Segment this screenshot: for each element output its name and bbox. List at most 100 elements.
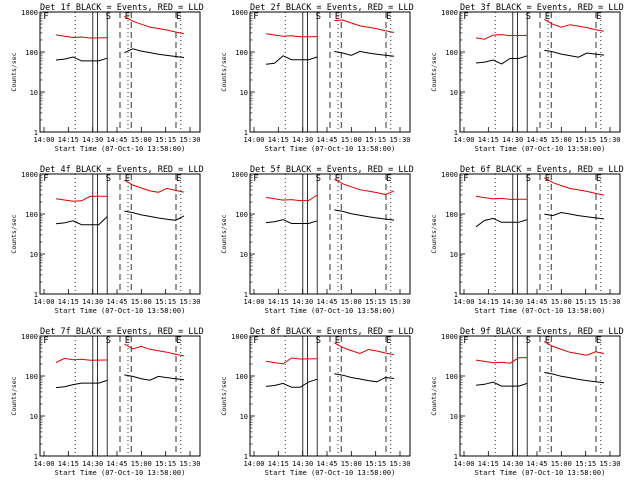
y-tick-label: 1000 [231,333,248,341]
x-tick-label: 14:30 [82,460,103,468]
series-lld-trace [475,357,528,364]
series-lld-trace [55,357,108,363]
y-tick-label: 1 [34,453,38,461]
interval-marker-e: E [545,12,550,22]
x-tick-label: 15:30 [179,136,200,144]
interval-marker-s: S [106,174,111,184]
series-events-trace [265,219,318,224]
series-events-trace [475,55,528,65]
interval-marker-e: E [335,336,340,346]
interval-marker-f: F [43,12,48,22]
series-lld-trace [124,15,185,35]
interval-marker-s: S [316,336,321,346]
series-lld-trace [265,33,318,38]
x-tick-label: 14:15 [58,136,79,144]
x-tick-label: 14:15 [478,460,499,468]
x-tick-label: 14:30 [292,460,313,468]
interval-marker-f: F [43,336,48,346]
panel-title: Det 1f BLACK = Events, RED = LLD [40,3,204,13]
panel-title: Det 6f BLACK = Events, RED = LLD [460,165,624,175]
detector-panel: Det 5f BLACK = Events, RED = LLD 1 10 100 10… [220,165,414,315]
x-axis-label: Start Time (07-Oct-10 13:58:00) [265,145,396,153]
x-axis-label: Start Time (07-Oct-10 13:58:00) [55,307,186,315]
series-lld-trace [265,357,318,365]
x-tick-label: 15:15 [575,460,596,468]
detector-panel: Det 2f BLACK = Events, RED = LLD 1 10 100 10… [220,3,414,153]
y-axis-label: Counts/sec [430,52,438,91]
x-tick-label: 14:00 [243,460,264,468]
y-axis-label: Counts/sec [430,376,438,415]
x-tick-label: 14:30 [292,298,313,306]
interval-marker-e: E [125,174,130,184]
x-tick-label: 14:00 [243,136,264,144]
series-events-trace [475,217,528,228]
series-events-trace [55,216,108,226]
interval-marker-e: E [386,336,391,346]
x-tick-label: 14:30 [502,298,523,306]
series-events-trace [334,50,395,57]
x-tick-label: 15:00 [131,460,152,468]
series-lld-trace [334,178,395,196]
x-tick-label: 14:30 [82,136,103,144]
y-tick-label: 1000 [441,9,458,17]
interval-marker-s: S [526,336,531,346]
panel-title: Det 9f BLACK = Events, RED = LLD [460,327,624,337]
x-tick-label: 14:00 [243,298,264,306]
x-tick-label: 15:30 [599,298,620,306]
y-tick-label: 1 [244,453,248,461]
panel-title: Det 4f BLACK = Events, RED = LLD [40,165,204,175]
x-tick-label: 15:30 [389,136,410,144]
y-tick-label: 1000 [21,171,38,179]
series-events-trace [334,373,395,383]
x-tick-label: 14:15 [268,298,289,306]
x-tick-label: 14:45 [106,460,127,468]
series-events-trace [334,209,395,221]
series-lld-trace [55,195,108,202]
x-tick-label: 14:00 [33,460,54,468]
interval-marker-e: E [596,12,601,22]
x-axis-label: Start Time (07-Oct-10 13:58:00) [55,145,186,153]
interval-marker-e: E [545,336,550,346]
interval-marker-s: S [316,12,321,22]
series-events-trace [475,381,528,387]
x-tick-label: 15:00 [131,136,152,144]
y-tick-label: 1000 [231,171,248,179]
interval-marker-f: F [253,12,258,22]
x-axis-label: Start Time (07-Oct-10 13:58:00) [265,469,396,477]
x-tick-label: 14:15 [478,136,499,144]
y-tick-label: 100 [445,49,458,57]
y-tick-label: 1 [244,129,248,137]
interval-marker-e: E [176,336,181,346]
y-tick-label: 1 [454,129,458,137]
series-events-trace [55,379,108,389]
series-lld-trace [544,18,605,32]
series-lld-trace [265,194,318,202]
x-tick-label: 15:00 [341,298,362,306]
detector-panel: Det 6f BLACK = Events, RED = LLD 1 10 100 10… [430,165,624,315]
y-tick-label: 1000 [441,171,458,179]
interval-marker-s: S [106,336,111,346]
x-tick-label: 15:15 [365,298,386,306]
x-tick-label: 15:00 [551,298,572,306]
x-tick-label: 15:15 [365,136,386,144]
interval-marker-e: E [596,174,601,184]
y-tick-label: 1 [34,129,38,137]
y-tick-label: 10 [30,89,38,97]
y-tick-label: 1 [454,291,458,299]
y-axis-label: Counts/sec [220,376,228,415]
x-tick-label: 14:00 [453,136,474,144]
series-events-trace [124,48,185,58]
y-axis-label: Counts/sec [220,52,228,91]
interval-marker-e: E [125,12,130,22]
y-tick-label: 100 [235,373,248,381]
detector-panel: Det 4f BLACK = Events, RED = LLD 1 10 100 10… [10,165,204,315]
series-lld-trace [334,342,395,356]
y-tick-label: 10 [30,413,38,421]
y-tick-label: 1 [454,453,458,461]
x-tick-label: 14:30 [82,298,103,306]
series-lld-trace [55,34,108,39]
x-tick-label: 15:00 [551,136,572,144]
y-tick-label: 100 [25,373,38,381]
